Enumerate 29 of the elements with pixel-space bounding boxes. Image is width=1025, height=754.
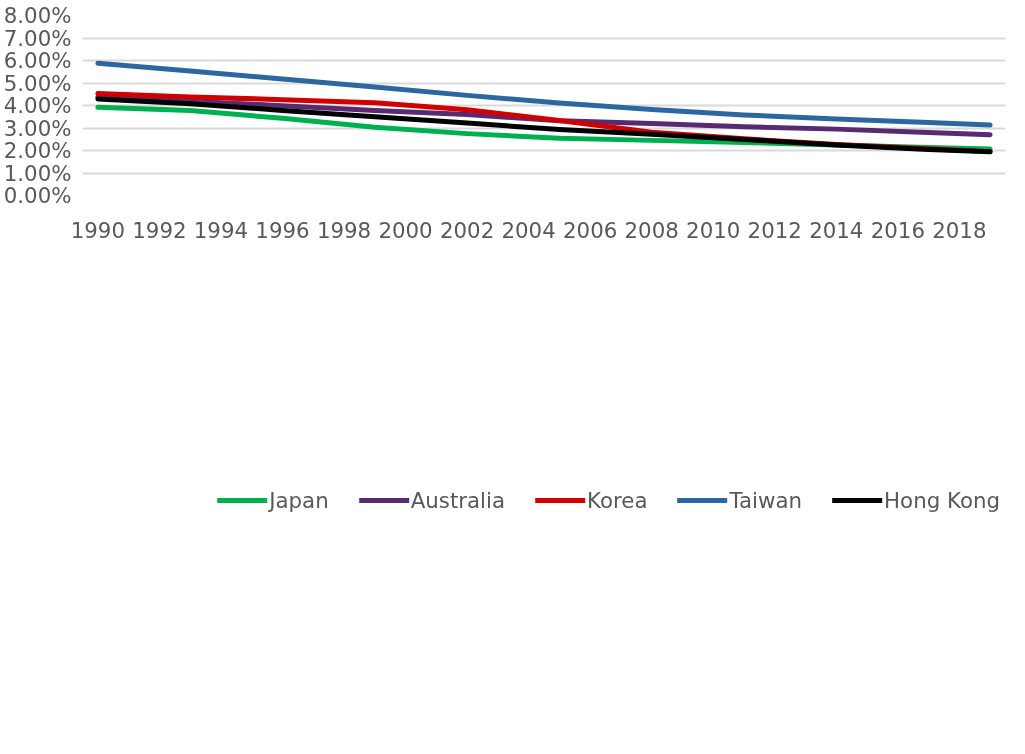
legend-label: Hong Kong — [884, 487, 1000, 513]
x-tick-label: 2008 — [624, 217, 679, 243]
legend-label: Japan — [269, 487, 329, 513]
x-tick-label: 2010 — [686, 217, 741, 243]
y-tick-label: 6.00% — [3, 48, 72, 73]
x-tick-label: 1996 — [255, 217, 310, 243]
y-tick-label: 4.00% — [3, 93, 72, 118]
y-tick-label: 2.00% — [3, 138, 72, 163]
legend-label: Korea — [587, 487, 648, 513]
x-tick-label: 2002 — [439, 217, 495, 243]
x-tick-label: 1994 — [193, 217, 249, 243]
x-tick-label: 2012 — [747, 217, 802, 243]
x-tick-label: 2014 — [809, 217, 864, 243]
legend-label: Australia — [410, 487, 506, 513]
x-tick-label: 1990 — [70, 217, 126, 243]
x-tick-label: 2016 — [870, 217, 925, 243]
x-tick-label: 1992 — [132, 217, 187, 243]
y-tick-label: 3.00% — [3, 115, 72, 141]
x-tick-label: 2018 — [932, 217, 987, 243]
y-tick-label: 5.00% — [3, 70, 72, 96]
y-tick-label: 8.00% — [3, 3, 72, 28]
x-tick-label: 2000 — [378, 217, 433, 243]
legend-label: Taiwan — [729, 487, 803, 513]
y-tick-label: 7.00% — [3, 25, 72, 51]
y-tick-label: 0.00% — [3, 183, 72, 208]
x-tick-label: 2004 — [501, 217, 556, 243]
x-tick-label: 1998 — [316, 217, 372, 243]
x-tick-label: 2006 — [563, 217, 618, 243]
y-tick-label: 1.00% — [3, 160, 72, 186]
